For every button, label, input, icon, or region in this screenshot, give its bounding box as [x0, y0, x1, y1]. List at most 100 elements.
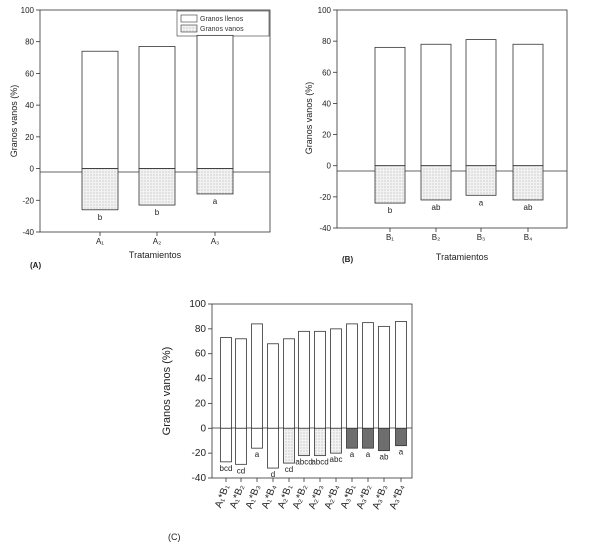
sig-letter-c-8: a — [350, 450, 355, 459]
bar-llenos-c-7 — [330, 328, 342, 429]
bar-llenos-c-1 — [235, 338, 247, 429]
y-tick-label-b-6: 80 — [322, 37, 331, 46]
y-tick-label-c-3: 20 — [195, 398, 207, 409]
bar-llenos-a-2 — [196, 34, 234, 169]
x-tick-label-b-0: B₁ — [386, 233, 394, 242]
y-tick-label-a-7: 100 — [21, 6, 35, 15]
y-tick-label-c-1: -20 — [192, 448, 207, 459]
bar-llenos-c-5 — [298, 330, 310, 429]
bar-vanos-c-11 — [395, 427, 407, 447]
y-tick-label-a-3: 20 — [25, 133, 34, 142]
plot-frame-b — [336, 9, 568, 229]
y-tick-label-a-0: -40 — [22, 228, 34, 237]
bar-llenos-c-8 — [346, 323, 358, 429]
bar-vanos-c-7 — [330, 427, 342, 454]
y-tick-label-c-4: 40 — [195, 374, 207, 385]
bar-vanos-c-2 — [251, 427, 263, 449]
legend-swatch-vanos — [180, 24, 198, 33]
bar-vanos-c-9 — [362, 427, 374, 449]
sig-letter-c-7: abc — [330, 455, 343, 464]
sig-letter-a-0: b — [98, 213, 103, 222]
bar-vanos-c-4 — [283, 427, 295, 464]
panel-label-b: (B) — [342, 255, 353, 264]
bar-llenos-b-1 — [420, 43, 452, 167]
sig-letter-c-4: cd — [285, 465, 293, 474]
bar-llenos-c-11 — [395, 320, 407, 429]
bar-llenos-c-4 — [283, 338, 295, 429]
x-axis-label-a: Tratamientos — [129, 250, 182, 260]
y-tick-label-a-4: 40 — [25, 101, 34, 110]
y-tick-label-c-7: 100 — [189, 299, 206, 310]
sig-letter-c-6: abcd — [311, 458, 328, 467]
y-tick-label-a-2: 0 — [30, 165, 35, 174]
bar-vanos-a-2 — [196, 168, 234, 195]
x-tick-label-a-0: A₁ — [96, 237, 104, 246]
sig-letter-c-5: abcd — [295, 458, 312, 467]
y-tick-label-b-5: 60 — [322, 68, 331, 77]
legend-label-vanos: Granos vanos — [200, 26, 244, 33]
x-tick-label-a-2: A₃ — [211, 237, 220, 246]
sig-letter-c-2: a — [255, 450, 260, 459]
legend-a: Granos llenos Granos vanos — [176, 10, 270, 37]
y-tick-label-b-0: -40 — [319, 224, 331, 233]
plot-frame-a — [39, 9, 271, 233]
bar-vanos-c-5 — [298, 427, 310, 457]
sig-letter-b-3: ab — [524, 203, 533, 212]
x-tick-label-b-1: B₂ — [432, 233, 440, 242]
y-tick-label-b-3: 20 — [322, 131, 331, 140]
legend-swatch-llenos — [180, 14, 198, 23]
x-tick-label-b-2: B₃ — [477, 233, 486, 242]
sig-letter-c-9: a — [366, 450, 371, 459]
bar-vanos-c-3 — [267, 427, 279, 469]
bar-vanos-c-10 — [378, 427, 390, 452]
plot-frame-c — [211, 303, 413, 479]
bar-vanos-c-6 — [314, 427, 326, 457]
sig-letter-c-3: d — [271, 470, 275, 479]
x-axis-label-b: Tratamientos — [436, 252, 489, 262]
sig-letter-a-1: b — [155, 208, 160, 217]
bar-vanos-a-1 — [138, 168, 176, 206]
bar-llenos-c-6 — [314, 330, 326, 429]
y-tick-label-b-1: -20 — [319, 193, 331, 202]
y-axis-label-c: Granos vanos (%) — [161, 347, 173, 436]
sig-letter-c-11: a — [399, 448, 404, 457]
y-tick-label-c-2: 0 — [200, 423, 206, 434]
x-tick-label-c-11: A₃*B₄ — [388, 483, 407, 511]
panel-label-c: (C) — [168, 532, 181, 542]
y-tick-label-b-4: 40 — [322, 99, 331, 108]
sig-letter-c-0: bcd — [220, 464, 233, 473]
legend-label-llenos: Granos llenos — [200, 16, 244, 23]
sig-letter-b-0: b — [388, 206, 393, 215]
y-tick-label-c-5: 60 — [195, 349, 207, 360]
bar-llenos-a-1 — [138, 46, 176, 169]
y-tick-label-a-6: 80 — [25, 38, 34, 47]
y-tick-label-b-7: 100 — [318, 6, 332, 15]
sig-letter-b-1: ab — [432, 203, 441, 212]
bar-llenos-b-3 — [512, 43, 544, 167]
x-tick-label-b-3: B₄ — [524, 233, 533, 242]
sig-letter-c-1: cd — [237, 466, 245, 475]
bar-vanos-b-1 — [420, 165, 452, 201]
bar-llenos-c-10 — [378, 325, 390, 429]
bar-vanos-c-1 — [235, 427, 247, 465]
y-axis-label-a: Granos vanos (%) — [9, 85, 19, 158]
sig-letter-a-2: a — [213, 197, 218, 206]
bar-vanos-b-2 — [465, 165, 497, 196]
bar-vanos-b-3 — [512, 165, 544, 201]
bar-llenos-c-2 — [251, 323, 263, 429]
bar-llenos-c-0 — [220, 337, 232, 429]
y-tick-label-b-2: 0 — [327, 162, 332, 171]
chart-panel-c: Granos vanos (%) (C) -40 -20 0 20 40 60 80 100 b… — [161, 299, 413, 542]
bar-llenos-c-9 — [362, 322, 374, 429]
bar-llenos-c-3 — [267, 343, 279, 429]
sig-letter-b-2: a — [479, 198, 484, 207]
y-tick-label-a-5: 60 — [25, 69, 34, 78]
chart-panel-a: Granos vanos (%) Tratamientos (A) Granos… — [9, 6, 271, 270]
y-tick-label-c-6: 80 — [195, 324, 207, 335]
x-tick-label-a-1: A₂ — [153, 237, 161, 246]
bar-vanos-c-0 — [220, 427, 232, 463]
y-axis-label-b: Granos vanos (%) — [304, 82, 314, 155]
y-tick-label-c-0: -40 — [192, 473, 207, 484]
bar-llenos-b-0 — [374, 46, 406, 167]
